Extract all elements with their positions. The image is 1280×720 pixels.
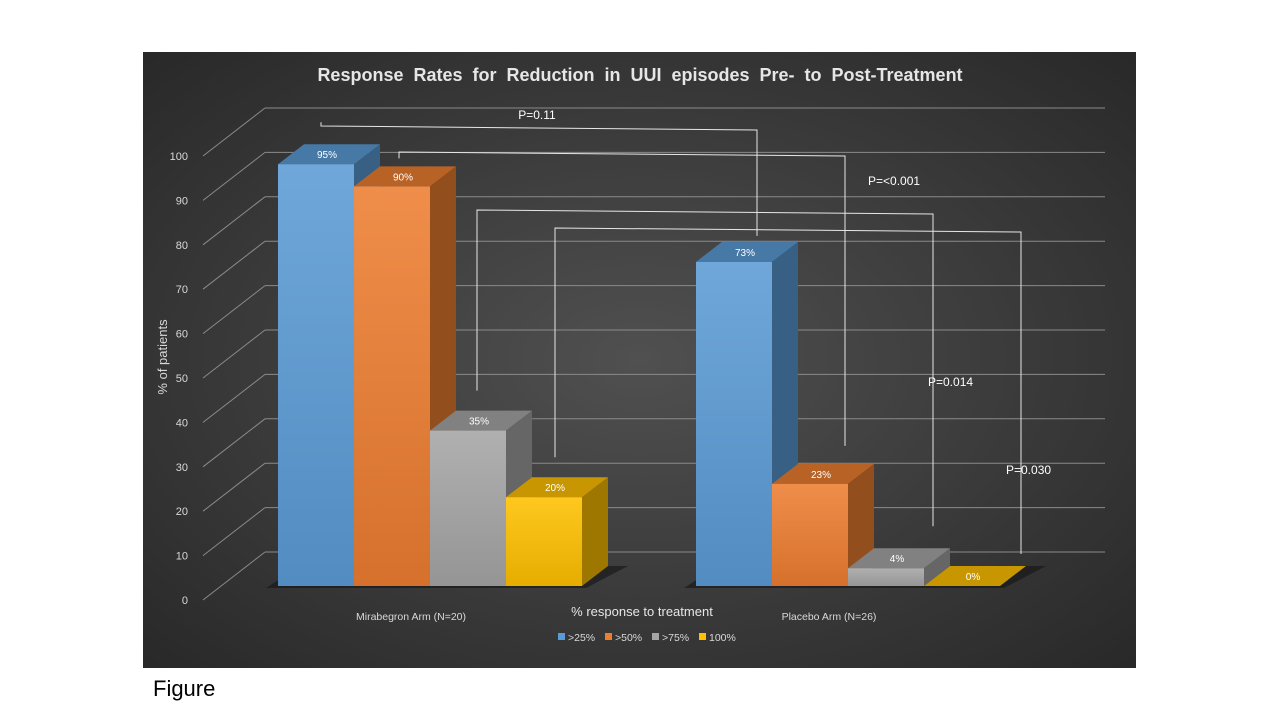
data-label: 0% — [966, 572, 981, 583]
gridline-side — [202, 196, 266, 246]
bar-top — [278, 144, 380, 165]
bar-top — [430, 410, 532, 431]
significance-brackets: P=0.11 P=<0.001 P=0.014 P=0.030 — [320, 108, 1051, 554]
y-tick-label: 90 — [176, 195, 188, 207]
x-axis-categories: Mirabegron Arm (N=20) Placebo Arm (N=26) — [356, 611, 876, 623]
y-tick-label: 50 — [176, 373, 188, 385]
chart: Response Rates for Reduction in UUI epis… — [143, 52, 1136, 668]
legend-swatch — [699, 633, 706, 640]
bar-100-0 — [506, 477, 608, 586]
data-label: 23% — [811, 470, 831, 481]
figure-caption: Figure — [153, 676, 216, 701]
gridline-side — [202, 107, 266, 157]
y-axis-label: % of patients — [155, 319, 170, 395]
gridline-side — [202, 507, 266, 556]
bar-75-1 — [848, 548, 950, 586]
bar-top — [506, 477, 608, 498]
legend-label: 100% — [709, 632, 736, 644]
bar-side — [582, 477, 608, 586]
bar-front — [354, 186, 430, 586]
gridline-side — [202, 462, 266, 512]
p-value-bracket — [476, 209, 934, 527]
p-value-label: P=<0.001 — [868, 174, 920, 188]
y-tick-label: 70 — [176, 284, 188, 296]
y-tick-label: 0 — [182, 595, 188, 607]
y-tick-label: 30 — [176, 462, 188, 474]
chart-frame: Response Rates for Reduction in UUI epis… — [143, 52, 1136, 668]
data-labels: 95% 90% 35% 20% 73% 23% 4% 0% — [317, 150, 980, 583]
chart-title: Response Rates for Reduction in UUI epis… — [317, 65, 962, 85]
bar-50-1 — [772, 463, 874, 586]
bar-front — [848, 568, 924, 586]
data-label: 35% — [469, 417, 489, 428]
data-label: 90% — [393, 172, 413, 183]
y-tick-label: 10 — [176, 551, 188, 563]
legend: >25% >50% >75% 100% — [558, 632, 736, 644]
p-value-label: P=0.014 — [928, 375, 973, 389]
gridline-side — [202, 374, 266, 423]
p-value-label: P=0.030 — [1006, 463, 1051, 477]
gridline-side — [202, 551, 266, 601]
bar-front — [430, 430, 506, 586]
legend-swatch — [652, 633, 659, 640]
bar-side — [924, 548, 950, 586]
gridline-side — [202, 329, 266, 379]
y-tick-label: 100 — [170, 151, 188, 163]
y-tick-label: 80 — [176, 240, 188, 252]
bar-top — [848, 548, 950, 569]
category-label: Mirabegron Arm (N=20) — [356, 611, 466, 623]
y-tick-label: 40 — [176, 417, 188, 429]
p-value-bracket — [554, 227, 1022, 554]
p-value-label: P=0.11 — [518, 108, 556, 122]
p-value-bracket — [398, 151, 846, 446]
category-label: Placebo Arm (N=26) — [782, 611, 877, 623]
y-axis-ticks: 0 10 20 30 40 50 60 70 80 90 100 — [170, 151, 188, 607]
gridline-side — [202, 152, 266, 201]
bar-100-1 — [924, 566, 1026, 586]
bar-front — [506, 497, 582, 586]
data-label: 4% — [890, 554, 905, 565]
data-label: 20% — [545, 483, 565, 494]
bar-top — [924, 566, 1026, 586]
data-label: 73% — [735, 248, 755, 259]
legend-label: >50% — [615, 632, 642, 644]
bar-50-0 — [354, 166, 456, 586]
bar-top — [696, 241, 798, 262]
bar-front — [278, 164, 354, 586]
legend-swatch — [558, 633, 565, 640]
data-label: 95% — [317, 150, 337, 161]
bar-top — [354, 166, 456, 187]
y-tick-label: 20 — [176, 506, 188, 518]
legend-swatch — [605, 633, 612, 640]
x-axis-label: % response to treatment — [571, 604, 713, 619]
bar-front — [696, 261, 772, 586]
gridline-side — [202, 285, 266, 334]
legend-label: >25% — [568, 632, 595, 644]
y-tick-label: 60 — [176, 329, 188, 341]
gridline-side — [202, 418, 266, 468]
bar-front — [772, 483, 848, 586]
gridline-side — [202, 240, 266, 290]
bar-top — [772, 463, 874, 484]
p-value-bracket — [320, 122, 758, 236]
bars — [278, 144, 1026, 586]
legend-label: >75% — [662, 632, 689, 644]
